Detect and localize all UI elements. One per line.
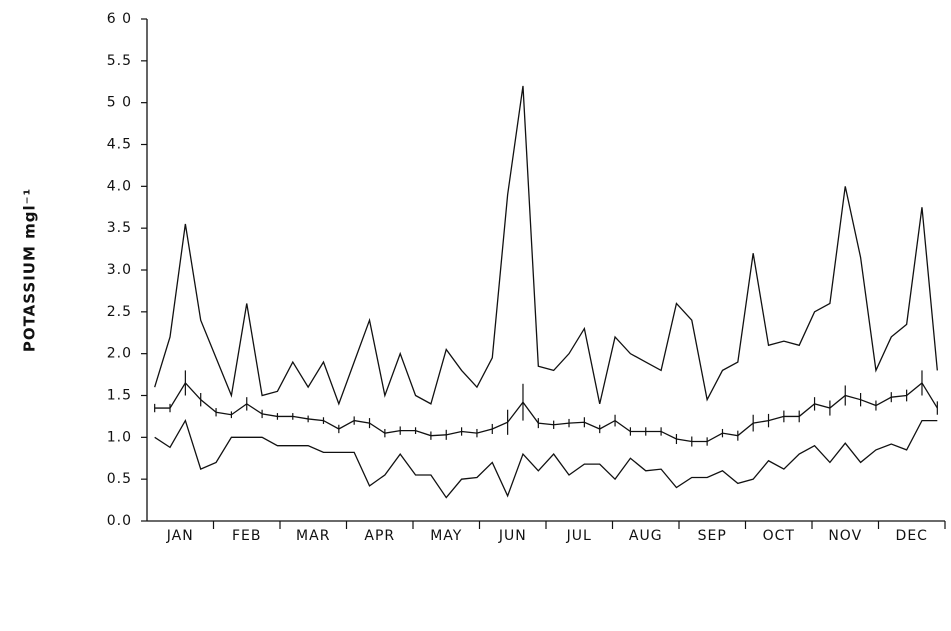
x-tick-label: SEP (698, 528, 727, 544)
y-tick-label: 3.5 (107, 220, 132, 236)
x-tick-label: AUG (629, 528, 663, 544)
x-tick-label: JUL (566, 528, 592, 544)
x-tick-label: OCT (763, 528, 795, 544)
series-line (154, 85, 938, 406)
x-tick-label: APR (364, 528, 395, 544)
series-line (154, 381, 938, 443)
y-tick-label: 1.0 (107, 429, 132, 445)
y-tick-label: 2.5 (107, 304, 132, 320)
y-tick-label: 4.5 (107, 137, 132, 153)
y-tick-label: 0.0 (107, 513, 132, 529)
y-tick-label: 5 0 (107, 95, 132, 111)
x-tick-label: MAY (430, 528, 462, 544)
y-tick-label: 4.0 (107, 178, 132, 194)
x-tick-label: DEC (896, 528, 928, 544)
series-line (154, 418, 938, 499)
y-tick-label: 2.0 (107, 346, 132, 362)
x-tick-label: MAR (296, 528, 330, 544)
y-tick-label: 3.0 (107, 262, 132, 278)
x-tick-label: FEB (232, 528, 262, 544)
y-tick-label: 1.5 (107, 388, 132, 404)
x-tick-label: JAN (166, 528, 194, 544)
x-tick-label: JUN (498, 528, 527, 544)
y-tick-label: 6 0 (107, 11, 132, 27)
x-tick-label: NOV (828, 528, 862, 544)
y-axis-label: POTASSIUM mgl⁻¹ (21, 188, 39, 352)
y-tick-label: 5.5 (107, 53, 132, 69)
y-tick-label: 0.5 (107, 471, 132, 487)
